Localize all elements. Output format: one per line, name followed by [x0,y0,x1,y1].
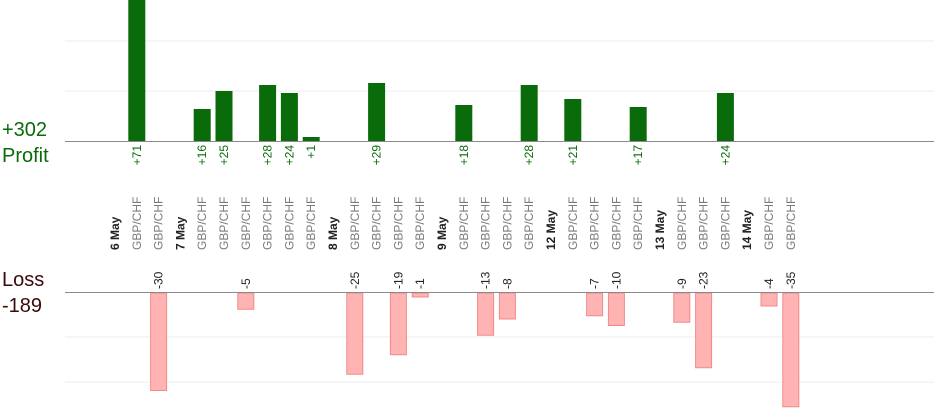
loss-value-label: -13 [479,271,493,289]
loss-bar [411,292,429,298]
profit-bar [215,91,233,141]
loss-bar [150,292,168,391]
profit-value-label: +18 [457,145,471,166]
loss-bar [607,292,625,326]
loss-bar [673,292,691,323]
profit-bar [520,85,538,141]
loss-value-labels: -30 -5 -25 -19 -1 -13 -8 -7 -10 -9 -23 -4 -35 [152,271,798,289]
loss-bar [695,292,713,369]
pair-label: GBP/CHF [675,197,689,250]
loss-bar [346,292,364,375]
pair-label: GBP/CHF [261,197,275,250]
profit-value-label: +71 [130,145,144,166]
loss-bars [150,292,800,408]
loss-value-label: -10 [609,271,623,289]
loss-value-label: -25 [348,271,362,289]
loss-value-label: -5 [239,278,253,289]
loss-label: Loss [2,269,45,291]
loss-bar [477,292,495,336]
pair-label: GBP/CHF [784,197,798,250]
profit-bar [455,105,473,141]
profit-value-label: +21 [566,145,580,166]
loss-value-label: -9 [675,278,689,289]
profit-value-label: +29 [370,145,384,166]
pair-label: GBP/CHF [348,197,362,250]
profit-value-label: +17 [631,145,645,166]
pair-label: GBP/CHF [239,197,253,250]
profit-label: Profit [2,145,49,167]
profit-bar [564,99,582,141]
profit-value-label: +24 [282,145,296,166]
loss-bar [760,292,778,307]
profit-total: +302 [2,119,48,141]
profit-bar [259,85,277,141]
profit-value-labels: +71 +16 +25 +28 +24 +1 +29 +18 +28 +21 +17 +24 [130,145,733,166]
pair-label: GBP/CHF [391,197,405,250]
pair-label: GBP/CHF [631,197,645,250]
pair-label: GBP/CHF [195,197,209,250]
pair-label: GBP/CHF [217,197,231,250]
profit-bar [716,93,734,141]
loss-bar [389,292,407,356]
profit-bar [368,83,386,141]
profit-value-label: +28 [522,145,536,166]
loss-value-label: -35 [784,271,798,289]
pair-label: GBP/CHF [522,197,536,250]
profit-value-label: +16 [195,145,209,166]
profit-bars [128,0,734,141]
loss-value-label: -8 [500,278,514,289]
pair-label: GBP/CHF [370,197,384,250]
profit-value-label: +24 [718,145,732,166]
pair-label: GBP/CHF [609,197,623,250]
pair-label: GBP/CHF [718,197,732,250]
pair-label: GBP/CHF [588,197,602,250]
loss-value-label: -19 [391,271,405,289]
pair-label: GBP/CHF [130,197,144,250]
date-label: 8 May [326,216,340,250]
date-label: 7 May [173,216,187,250]
pair-label: GBP/CHF [282,197,296,250]
date-label: 12 May [544,210,558,250]
pair-label: GBP/CHF [500,197,514,250]
loss-total: -189 [2,295,43,317]
date-label: 14 May [740,210,754,250]
loss-value-label: -1 [413,278,427,289]
profit-bar [302,137,320,141]
loss-value-label: -4 [762,278,776,289]
profit-value-label: +1 [304,145,318,159]
pair-label: GBP/CHF [566,197,580,250]
date-label: 9 May [435,216,449,250]
loss-bar [586,292,604,317]
date-label: 13 May [653,210,667,250]
axes [65,141,934,293]
date-label: 6 May [108,216,122,250]
profit-value-label: +25 [217,145,231,166]
pair-label: GBP/CHF [479,197,493,250]
loss-value-label: -7 [588,278,602,289]
pair-label: GBP/CHF [304,197,318,250]
profit-bar [280,93,298,141]
loss-bar [237,292,255,310]
loss-bar [498,292,516,320]
profit-bar [193,109,211,141]
pair-label: GBP/CHF [413,197,427,250]
pair-label: GBP/CHF [457,197,471,250]
loss-bar [782,292,800,408]
pair-label: GBP/CHF [762,197,776,250]
pair-label: GBP/CHF [152,197,166,250]
profit-bar [128,0,146,141]
loss-value-label: -30 [152,271,166,289]
profit-bar [629,107,647,141]
profit-value-label: +28 [261,145,275,166]
pair-label: GBP/CHF [697,197,711,250]
loss-value-label: -23 [697,271,711,289]
category-labels: 6 May GBP/CHF GBP/CHF 7 May GBP/CHF GBP/CHF GB… [108,197,798,250]
